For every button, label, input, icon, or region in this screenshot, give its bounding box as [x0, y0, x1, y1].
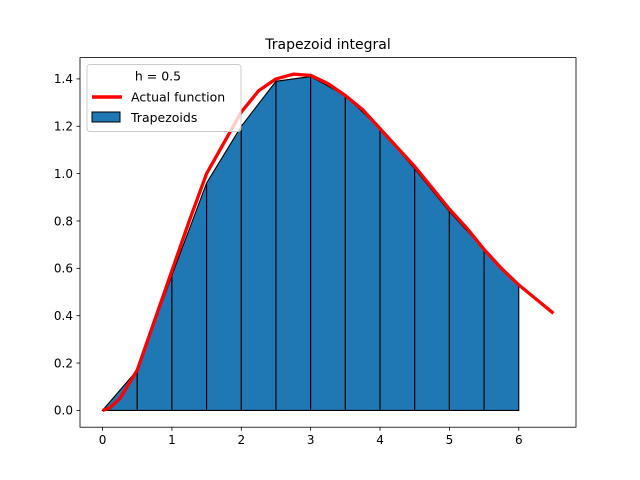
x-tick-label: 1: [168, 433, 176, 447]
y-tick-label: 0.6: [54, 262, 73, 276]
trapezoid: [344, 94, 381, 411]
y-tick-label: 1.0: [54, 167, 73, 181]
legend-entry-trapezoids: Trapezoids: [130, 110, 197, 125]
legend-patch-swatch: [91, 111, 121, 123]
actual-function-line: [102, 72, 555, 412]
x-tick-label: 2: [237, 433, 245, 447]
y-tick-label: 0.4: [54, 309, 73, 323]
legend-box: [86, 64, 242, 132]
x-axis: 0 1 2 3 4 5 6: [99, 427, 523, 447]
trapezoid: [240, 79, 277, 411]
x-tick-label: 5: [446, 433, 454, 447]
y-tick-label: 0.2: [54, 356, 73, 370]
legend-entry-actual-function: Actual function: [131, 90, 225, 105]
x-tick-label: 3: [307, 433, 315, 447]
plot-area: [101, 72, 555, 412]
y-tick-label: 0.0: [54, 404, 73, 418]
y-axis: 0.0 0.2 0.4 0.6 0.8 1.0 1.2 1.4: [54, 72, 80, 418]
chart-title: Trapezoid integral: [264, 37, 390, 53]
x-tick-label: 4: [376, 433, 384, 447]
y-tick-label: 1.4: [54, 72, 73, 86]
legend: h = 0.5 Actual function Trapezoids: [86, 64, 242, 132]
trapezoid: [310, 75, 346, 411]
legend-title: h = 0.5: [135, 69, 181, 84]
y-tick-label: 0.8: [54, 214, 73, 228]
trapezoid: [379, 127, 416, 411]
trapezoid: [275, 75, 312, 411]
x-tick-label: 0: [99, 433, 107, 447]
axes-frame: [79, 57, 577, 428]
x-tick-label: 6: [515, 433, 523, 447]
y-tick-label: 1.2: [54, 120, 73, 134]
